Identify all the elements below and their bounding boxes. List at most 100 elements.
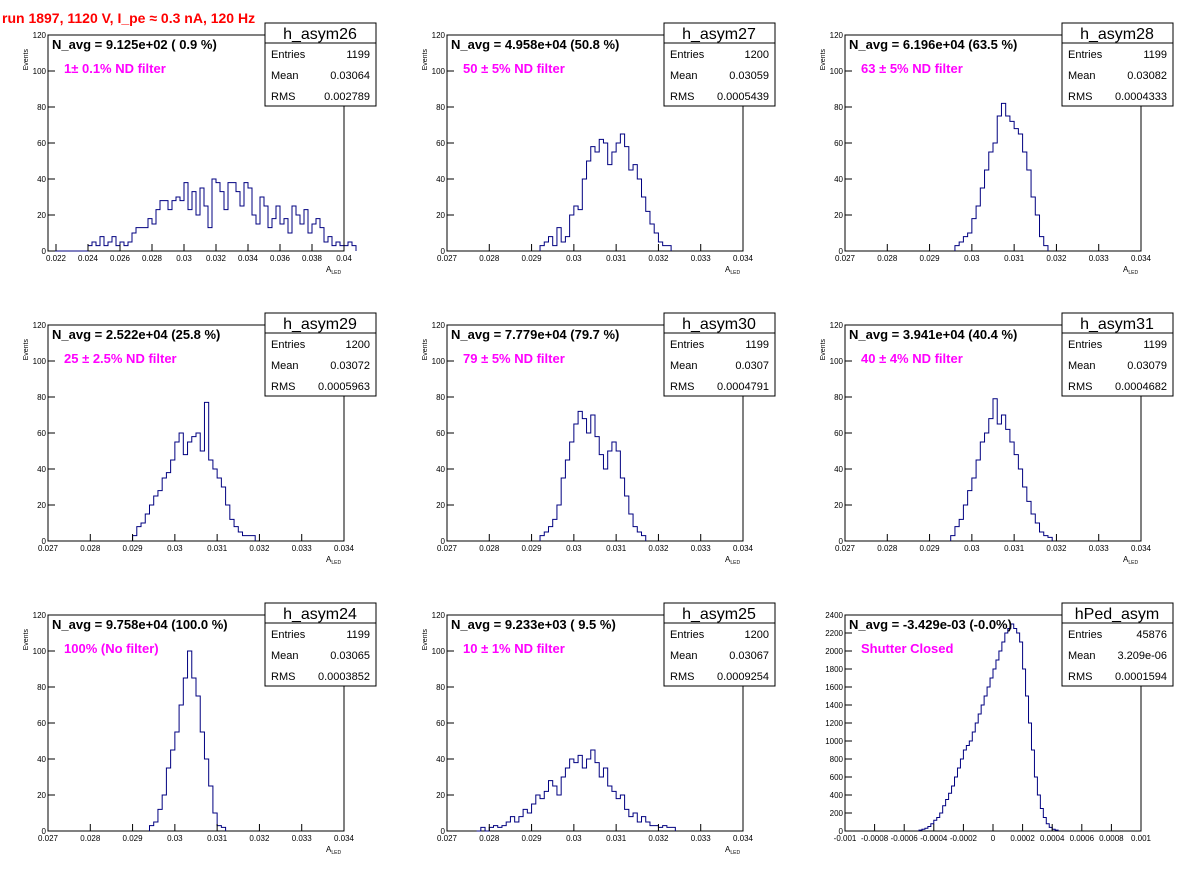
y-tick-label: 40 [436, 175, 445, 184]
stats-value: 0.0004333 [1115, 91, 1167, 103]
y-tick-label: 80 [37, 683, 46, 692]
x-tick-label: 0.032 [1046, 254, 1067, 263]
histogram-name: h_asym28 [1080, 26, 1154, 43]
stats-label: Entries [271, 339, 306, 351]
stats-value: 1200 [745, 49, 769, 61]
y-tick-label: 100 [33, 67, 47, 76]
x-tick-label: 0.03 [566, 254, 582, 263]
filter-note-text: 100% (No filter) [64, 641, 159, 656]
x-tick-label: 0.028 [877, 544, 898, 553]
x-tick-label: -0.001 [834, 834, 857, 843]
stats-value: 3.209e-06 [1117, 650, 1167, 662]
stats-value: 0.03079 [1127, 360, 1167, 372]
stat-header-text: N_avg = 9.125e+02 ( 0.9 %) [52, 37, 217, 52]
stats-label: RMS [1068, 381, 1092, 393]
x-tick-label: 0.0004 [1040, 834, 1065, 843]
x-tick-label: 0.03 [167, 544, 183, 553]
run-title: run 1897, 1120 V, I_pe ≈ 0.3 nA, 120 Hz [2, 10, 256, 26]
x-tick-label: 0.027 [38, 834, 59, 843]
histogram-panel-h_asym31: 0 20 40 60 80 100 120 0.027 0.028 0.029 0.03 0.031 0… [820, 312, 1174, 566]
stats-value: 0.0009254 [717, 671, 769, 683]
y-tick-label: 80 [37, 393, 46, 402]
histogram-panel-hPed_asym: 0 200 400 600 800 1000 1200 1400 1600 1800 2000 220… [825, 602, 1174, 843]
x-tick-label: 0.032 [249, 834, 270, 843]
stats-label: RMS [670, 671, 694, 683]
stats-value: 1199 [745, 339, 769, 351]
x-axis-label: ALED [1123, 265, 1138, 276]
x-tick-label: 0.0008 [1099, 834, 1124, 843]
x-tick-label: 0.028 [80, 834, 101, 843]
x-tick-label: 0.0006 [1070, 834, 1095, 843]
x-tick-label: 0.028 [479, 254, 500, 263]
x-tick-label: 0.027 [437, 544, 458, 553]
histogram-line [476, 749, 676, 832]
y-tick-label: 60 [834, 429, 843, 438]
y-tick-label: 40 [37, 755, 46, 764]
x-tick-label: 0.027 [437, 254, 458, 263]
x-tick-label: 0.031 [1004, 544, 1025, 553]
histogram-line [148, 650, 227, 831]
x-tick-label: 0.031 [1004, 254, 1025, 263]
histogram-panel-h_asym27: 0 20 40 60 80 100 120 0.027 0.028 0.029 0.03 0.031 0… [422, 22, 776, 276]
y-tick-label: 80 [436, 393, 445, 402]
y-tick-label: 20 [37, 791, 46, 800]
y-tick-label: 1400 [825, 701, 843, 710]
filter-note-text: 63 ± 5% ND filter [861, 61, 963, 76]
x-tick-label: 0.03 [176, 254, 192, 263]
x-axis-label: ALED [326, 845, 341, 856]
x-tick-label: 0.022 [46, 254, 67, 263]
y-tick-label: 80 [37, 103, 46, 112]
y-tick-label: 40 [436, 465, 445, 474]
stats-value: 0.03065 [330, 650, 370, 662]
y-tick-label: 120 [432, 321, 446, 330]
y-tick-label: 800 [830, 755, 844, 764]
stats-box [663, 312, 776, 397]
stats-label: Entries [670, 629, 705, 641]
stats-label: Entries [1068, 629, 1103, 641]
y-tick-label: 1000 [825, 737, 843, 746]
stats-value: 0.0005963 [318, 381, 370, 393]
stat-header-text: N_avg = 6.196e+04 (63.5 %) [849, 37, 1017, 52]
x-tick-label: 0.027 [835, 544, 856, 553]
histogram-line [954, 102, 1049, 251]
y-tick-label: 60 [37, 719, 46, 728]
x-axis-label: ALED [725, 555, 740, 566]
x-tick-label: 0.036 [270, 254, 291, 263]
histogram-line [539, 410, 647, 541]
y-tick-label: 40 [834, 465, 843, 474]
x-tick-label: 0.032 [1046, 544, 1067, 553]
stats-label: RMS [670, 91, 694, 103]
x-tick-label: 0.031 [606, 834, 627, 843]
x-tick-label: 0.03 [566, 544, 582, 553]
stat-header-text: N_avg = 2.522e+04 (25.8 %) [52, 327, 220, 342]
x-tick-label: 0.029 [123, 834, 144, 843]
stats-label: RMS [271, 671, 295, 683]
x-tick-label: 0.03 [964, 544, 980, 553]
x-tick-label: 0.032 [206, 254, 227, 263]
x-tick-label: -0.0008 [861, 834, 889, 843]
x-tick-label: 0.027 [38, 544, 59, 553]
x-tick-label: 0.034 [733, 544, 754, 553]
stats-value: 0.03072 [330, 360, 370, 372]
y-tick-label: 0 [42, 827, 47, 836]
y-tick-label: 400 [830, 791, 844, 800]
stats-label: Entries [1068, 339, 1103, 351]
y-tick-label: 100 [830, 67, 844, 76]
stat-header-text: N_avg = 4.958e+04 (50.8 %) [451, 37, 619, 52]
stats-label: RMS [271, 91, 295, 103]
y-tick-label: 80 [834, 393, 843, 402]
histogram-line [918, 623, 1059, 831]
stats-value: 0.0004791 [717, 381, 769, 393]
x-tick-label: 0.029 [123, 544, 144, 553]
x-tick-label: 0.034 [733, 834, 754, 843]
stats-value: 0.002789 [324, 91, 370, 103]
stats-label: Mean [271, 650, 299, 662]
histogram-panel-h_asym28: 0 20 40 60 80 100 120 0.027 0.028 0.029 0.03 0.031 0… [820, 22, 1174, 276]
y-tick-label: 60 [834, 139, 843, 148]
stats-label: RMS [670, 381, 694, 393]
x-tick-label: 0.038 [302, 254, 323, 263]
y-tick-label: 600 [830, 773, 844, 782]
x-tick-label: 0.032 [648, 254, 669, 263]
x-tick-label: 0.031 [606, 544, 627, 553]
